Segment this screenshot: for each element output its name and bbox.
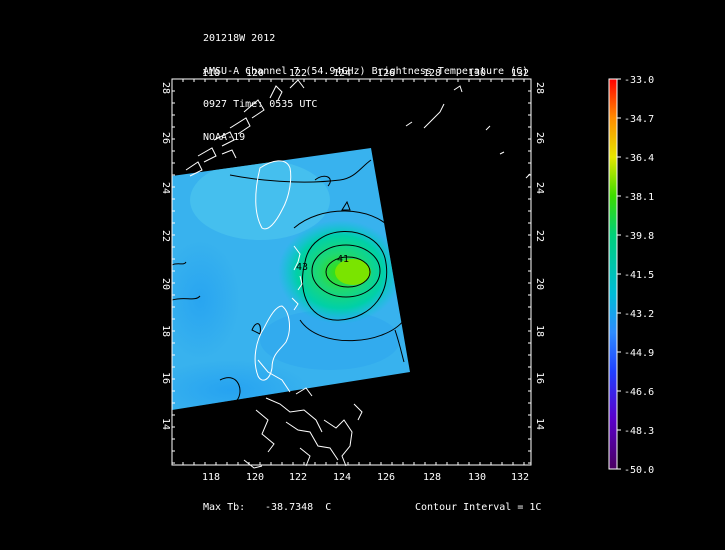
lon-tick-label: 126: [377, 68, 395, 79]
lat-tick-label: 28: [160, 82, 171, 94]
lat-tick-label: 22: [534, 230, 545, 242]
brightness-swath: [172, 148, 410, 410]
lat-tick-label: 20: [160, 278, 171, 290]
lat-tick-label: 16: [534, 372, 545, 384]
lon-tick-label: 130: [468, 68, 486, 79]
max-tb-value: -38.7348 C: [265, 502, 332, 513]
lat-tick-label: 14: [160, 418, 171, 430]
header: 201218W 2012 AMSU-A Channel 7 (54.94GHz)…: [203, 11, 528, 154]
lon-tick-label: 126: [377, 472, 395, 483]
lon-labels-bottom: 118 120 122 124 126 128 130 132: [202, 472, 529, 483]
lat-tick-label: 18: [534, 325, 545, 337]
header-satellite: NOAA-19: [203, 132, 246, 143]
colorbar-label: -50.0: [624, 465, 654, 476]
lon-tick-label: 128: [423, 68, 441, 79]
header-title: 201218W 2012: [203, 33, 276, 44]
lat-tick-label: 18: [160, 325, 171, 337]
colorbar-label: -36.4: [624, 153, 654, 164]
lon-tick-label: 118: [202, 472, 220, 483]
colorbar-labels: -33.0 -34.7 -36.4 -38.1 -39.8 -41.5 -43.…: [624, 75, 654, 476]
lat-labels-right: 14 16 18 20 22 24 26 28: [534, 82, 545, 430]
lon-tick-label: 130: [468, 472, 486, 483]
lat-tick-label: 28: [534, 82, 545, 94]
colorbar-label: -34.7: [624, 114, 654, 125]
colorbar-label: -46.6: [624, 387, 654, 398]
lat-tick-label: 14: [534, 418, 545, 430]
contour-lines: [171, 159, 405, 403]
lon-tick-label: 132: [511, 68, 529, 79]
lat-tick-label: 26: [534, 132, 545, 144]
lat-tick-label: 20: [534, 278, 545, 290]
lat-tick-label: 22: [160, 230, 171, 242]
lon-tick-label: 122: [289, 68, 307, 79]
colorbar-label: -33.0: [624, 75, 654, 86]
lat-labels-left: 14 16 18 20 22 24 26 28: [160, 82, 171, 430]
lon-tick-label: 124: [333, 68, 351, 79]
lon-labels-top: 118 120 122 124 126 128 130 132: [202, 68, 529, 79]
header-product: AMSU-A Channel 7 (54.94GHz) Brightness T…: [203, 66, 529, 77]
lat-tick-label: 16: [160, 372, 171, 384]
lon-tick-label: 122: [289, 472, 307, 483]
lat-tick-label: 24: [534, 182, 545, 194]
contour-interval: Contour Interval = 1C: [415, 502, 542, 513]
colorbar-ticks: [617, 78, 621, 470]
lon-tick-label: 124: [333, 472, 351, 483]
colorbar-label: -44.9: [624, 348, 654, 359]
lon-tick-label: 120: [246, 472, 264, 483]
colorbar-label: -38.1: [624, 192, 654, 203]
colorbar-label: -41.5: [624, 270, 654, 281]
colorbar-label: -48.3: [624, 426, 654, 437]
coastlines: [185, 79, 531, 469]
contour-label: 41: [337, 254, 349, 265]
lon-tick-label: 118: [202, 68, 220, 79]
header-time: 0927 Time: 0535 UTC: [203, 99, 318, 110]
lon-tick-label: 128: [423, 472, 441, 483]
lat-tick-label: 24: [160, 182, 171, 194]
contour-label: 43: [296, 262, 308, 273]
colorbar: [608, 78, 618, 470]
lon-tick-label: 132: [511, 472, 529, 483]
lat-tick-label: 26: [160, 132, 171, 144]
colorbar-label: -39.8: [624, 231, 654, 242]
max-tb-label: Max Tb:: [203, 502, 246, 513]
colorbar-label: -43.2: [624, 309, 654, 320]
map-frame: [171, 78, 532, 466]
axis-ticks: [171, 78, 531, 465]
lon-tick-label: 120: [246, 68, 264, 79]
